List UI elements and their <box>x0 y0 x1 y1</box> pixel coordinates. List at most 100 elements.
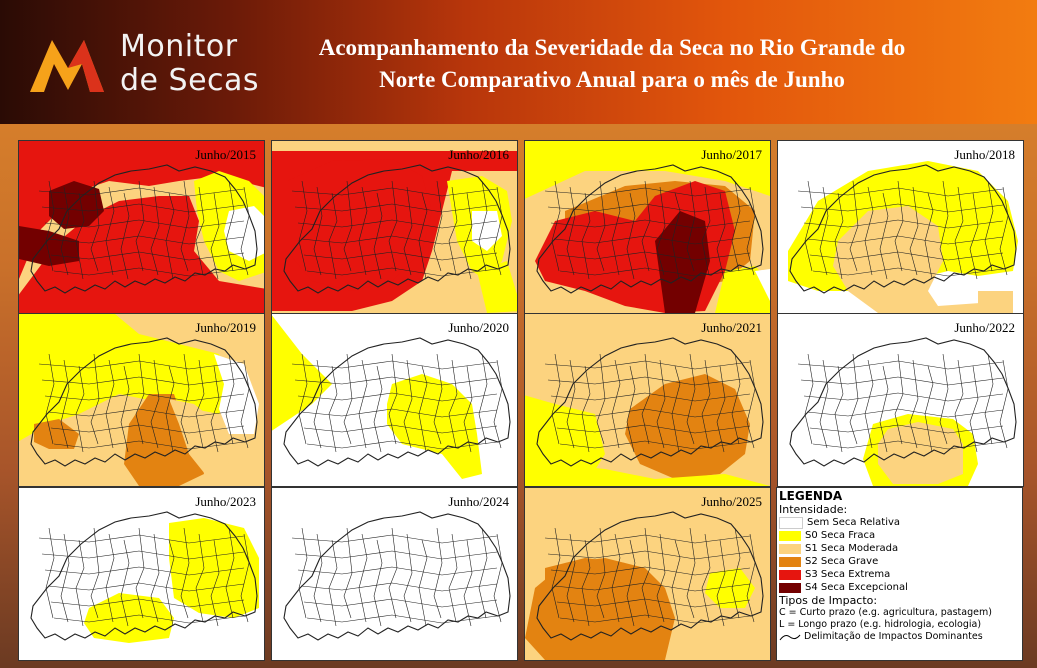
legend-swatch <box>779 582 801 593</box>
municipality-borders <box>30 164 258 294</box>
municipality-line <box>373 192 383 280</box>
municipality-line <box>300 408 498 418</box>
drought-zone-none <box>755 269 770 301</box>
municipality-line <box>180 527 190 619</box>
municipality-line <box>47 408 245 418</box>
municipality-line <box>180 180 190 272</box>
municipality-line <box>165 365 175 453</box>
logo-line1: Monitor <box>120 29 238 64</box>
municipality-line <box>225 353 235 445</box>
municipality-line <box>240 359 250 449</box>
municipality-line <box>641 527 651 619</box>
legend-item-label: S4 Seca Excepcional <box>805 582 908 593</box>
municipality-line <box>641 353 651 445</box>
map-date-label: Junho/2018 <box>954 147 1015 162</box>
legend-swatch <box>779 569 801 580</box>
municipality-line <box>373 539 383 627</box>
drought-zone-none <box>224 206 264 261</box>
municipality-line <box>298 527 308 619</box>
drought-map <box>525 141 770 313</box>
municipality-line <box>819 186 829 276</box>
municipality-line <box>551 180 561 272</box>
municipality-line <box>611 186 621 276</box>
municipality-line <box>999 359 1009 449</box>
municipality-line <box>195 186 205 276</box>
municipality-borders <box>536 511 764 641</box>
drought-zone-s0 <box>525 395 605 486</box>
logo-line2: de Secas <box>120 63 260 98</box>
drought-map-panel: Junho/2016 <box>271 140 518 314</box>
municipality-line <box>746 186 756 276</box>
municipality-line <box>303 598 498 608</box>
municipality-line <box>50 424 245 434</box>
municipality-line <box>120 192 130 280</box>
legend-item: S4 Seca Excepcional <box>779 581 1022 594</box>
drought-zone-s2 <box>625 374 750 479</box>
municipality-line <box>581 365 591 453</box>
municipality-line <box>294 203 498 213</box>
municipality-line <box>581 539 591 627</box>
municipality-line <box>60 533 70 623</box>
municipality-line <box>343 180 353 272</box>
municipality-line <box>44 219 245 229</box>
drought-zone-s1 <box>169 399 229 479</box>
municipality-line <box>306 614 498 624</box>
title-line1: Acompanhamento da Severidade da Seca no … <box>318 35 906 60</box>
municipality-line <box>559 440 751 450</box>
drought-zone-s2 <box>34 419 79 449</box>
drought-map-panel: Junho/2022 <box>777 313 1024 487</box>
title-line2: Norte Comparativo Anual para o mês de Ju… <box>379 67 845 92</box>
state-outline <box>789 164 1017 294</box>
municipality-line <box>493 533 503 623</box>
municipality-line <box>478 353 488 445</box>
drought-map-panel: Junho/2025 <box>524 487 771 661</box>
municipality-line <box>418 539 428 627</box>
municipality-line <box>45 527 55 619</box>
municipality-line <box>313 533 323 623</box>
municipality-line <box>41 550 245 560</box>
municipality-line <box>803 219 1004 229</box>
municipality-line <box>291 360 498 370</box>
municipality-line <box>556 598 751 608</box>
municipality-line <box>671 539 681 627</box>
municipality-line <box>686 180 696 272</box>
municipality-borders <box>283 511 511 641</box>
municipality-line <box>388 180 398 272</box>
delimitation-line-icon <box>779 634 801 641</box>
drought-map <box>272 141 517 313</box>
municipality-line <box>448 359 458 449</box>
drought-map-panel: Junho/2023 <box>18 487 265 661</box>
legend-item: S0 Seca Fraca <box>779 529 1022 542</box>
municipality-line <box>746 533 756 623</box>
drought-map-panel: Junho/2015 <box>18 140 265 314</box>
municipality-line <box>388 527 398 619</box>
municipality-line <box>60 359 70 449</box>
legend-delimitation: Delimitação de Impactos Dominantes <box>804 631 983 642</box>
municipality-line <box>566 359 576 449</box>
legend-item-label: S0 Seca Fraca <box>805 530 876 541</box>
state-outline <box>536 164 764 294</box>
state-outline <box>30 164 258 294</box>
municipality-line <box>41 376 245 386</box>
municipality-line <box>894 180 904 272</box>
municipality-line <box>225 527 235 619</box>
municipality-line <box>418 365 428 453</box>
map-date-label: Junho/2015 <box>195 147 256 162</box>
municipality-line <box>716 365 726 453</box>
municipality-line <box>50 251 245 261</box>
map-date-label: Junho/2017 <box>701 147 762 162</box>
legend-item: S1 Seca Moderada <box>779 542 1022 555</box>
municipality-line <box>544 360 751 370</box>
municipality-line <box>686 527 696 619</box>
drought-map-panel: Junho/2018 <box>777 140 1024 314</box>
municipality-line <box>105 533 115 623</box>
municipality-line <box>105 359 115 449</box>
municipality-line <box>294 376 498 386</box>
municipality-borders <box>536 337 764 467</box>
municipality-line <box>806 235 1004 245</box>
municipality-line <box>701 533 711 623</box>
municipality-borders <box>30 511 258 641</box>
municipality-line <box>313 359 323 449</box>
municipality-line <box>120 365 130 453</box>
municipality-line <box>800 203 1004 213</box>
